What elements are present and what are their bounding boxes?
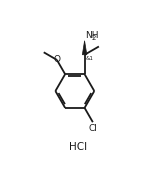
Polygon shape [82, 41, 87, 55]
Text: 2: 2 [92, 35, 96, 41]
Text: O: O [53, 55, 60, 64]
Text: HCl: HCl [69, 142, 88, 152]
Text: Cl: Cl [88, 124, 97, 133]
Text: &1: &1 [86, 56, 93, 61]
Text: NH: NH [86, 31, 99, 40]
